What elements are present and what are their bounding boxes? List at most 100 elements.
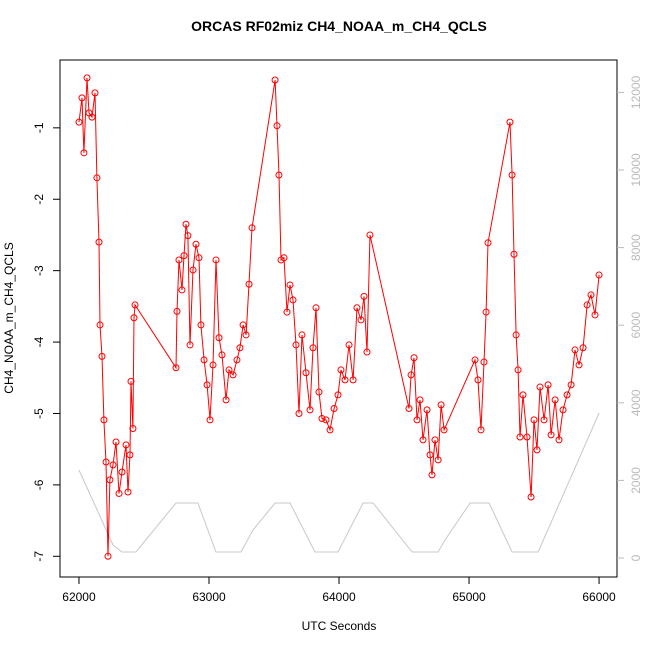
data-point [514,366,522,374]
data-point [474,376,482,384]
data-point [536,383,544,391]
data-point [245,280,253,288]
data-point [322,416,330,424]
data-point [273,122,281,130]
y-tick-label: -2 [32,194,46,205]
data-point [206,416,214,424]
data-point [75,118,83,126]
data-point [236,344,244,352]
data-point [428,471,436,479]
data-point [405,404,413,412]
data-point [178,286,186,294]
y2-tick-label: 0 [629,554,643,561]
y2-tick-label: 4000 [629,389,643,416]
data-point [318,414,326,422]
data-point [280,254,288,262]
y-tick-label: -6 [32,479,46,490]
data-point [579,344,587,352]
data-point [271,76,279,84]
data-point [78,94,86,102]
data-point [309,344,317,352]
data-point [184,232,192,240]
data-point [298,331,306,339]
chart-title: ORCAS RF02miz CH4_NOAA_m_CH4_QCLS [191,18,487,34]
data-point [482,308,490,316]
data-point [212,256,220,264]
data-point [180,252,188,260]
y2-tick-label: 12000 [629,75,643,109]
data-point [510,250,518,258]
data-point [477,426,485,434]
data-point [508,171,516,179]
data-point [334,391,342,399]
data-point [523,433,531,441]
data-point [357,316,365,324]
data-point [286,281,294,289]
data-point [127,377,135,385]
data-point [312,304,320,312]
data-point [431,436,439,444]
y2-tick-label: 6000 [629,312,643,339]
data-point [295,409,303,417]
data-point [289,296,297,304]
y2-tick-label: 2000 [629,467,643,494]
data-point [583,301,591,309]
data-point [275,171,283,179]
data-point [423,406,431,414]
data-point [130,314,138,322]
data-point [106,476,114,484]
data-point [172,364,180,372]
x-tick-label: 62000 [62,590,96,604]
data-point [200,356,208,364]
data-point [575,361,583,369]
data-point [555,436,563,444]
data-point [595,271,603,279]
data-point [104,552,112,560]
data-point [182,220,190,228]
data-point [540,416,548,424]
data-point [571,346,579,354]
series-line [78,77,600,557]
data-point [203,381,211,389]
series-line [78,412,600,553]
data-point [349,376,357,384]
data-point [471,356,479,364]
data-point [353,304,361,312]
data-point [242,331,250,339]
data-point [222,396,230,404]
data-point [559,406,567,414]
data-point [118,468,126,476]
x-tick-label: 66000 [582,590,616,604]
data-point [440,426,448,434]
data-point [512,331,520,339]
data-point [516,433,524,441]
data-point [83,74,91,82]
data-point [434,456,442,464]
data-point [229,371,237,379]
data-point [283,308,291,316]
data-point [197,321,205,329]
data-point [98,352,106,360]
y-tick-label: -3 [32,265,46,276]
y-tick-label: -4 [32,336,46,347]
data-point [366,231,374,239]
data-point [567,381,575,389]
data-point [306,406,314,414]
y-tick-label: -5 [32,408,46,419]
data-point [341,376,349,384]
data-point [563,391,571,399]
data-point [363,348,371,356]
data-point [484,239,492,247]
data-point [326,426,334,434]
data-point [218,351,226,359]
data-point [587,291,595,299]
x-tick-label: 65000 [452,590,486,604]
data-point [544,381,552,389]
data-point [95,238,103,246]
data-point [109,461,117,469]
data-point [225,366,233,374]
data-point [547,431,555,439]
data-point [302,369,310,377]
x-axis-label: UTC Seconds [302,619,377,633]
